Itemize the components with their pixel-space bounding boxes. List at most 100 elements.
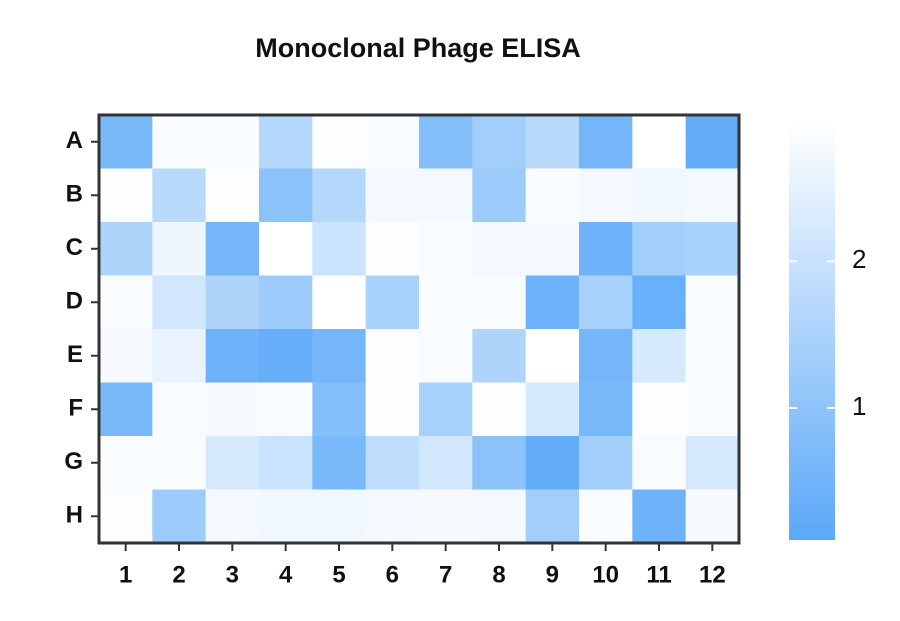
- cell: [312, 436, 367, 490]
- cell: [205, 115, 260, 169]
- cell: [579, 115, 633, 169]
- cell: [685, 436, 740, 490]
- cell: [525, 436, 580, 490]
- cell: [205, 275, 260, 330]
- cell: [99, 222, 153, 276]
- cell: [99, 275, 153, 330]
- x-tick-label: 1: [119, 561, 132, 588]
- cell: [419, 115, 473, 169]
- cell: [259, 222, 313, 276]
- cell: [365, 329, 420, 383]
- cell: [419, 436, 473, 490]
- cell: [365, 489, 420, 544]
- cell: [152, 168, 207, 223]
- cell: [525, 168, 580, 223]
- y-tick-label: A: [66, 127, 83, 154]
- y-tick-label: G: [64, 448, 83, 475]
- cell: [472, 222, 527, 276]
- cell: [312, 222, 367, 276]
- cell: [365, 115, 420, 169]
- cell: [632, 329, 687, 383]
- cell: [579, 168, 633, 223]
- cell: [312, 382, 367, 437]
- cell: [205, 489, 260, 544]
- cell: [99, 382, 153, 437]
- y-tick-label: E: [67, 341, 83, 368]
- x-tick-label: 6: [386, 561, 399, 588]
- colorbar: [789, 122, 835, 540]
- cell: [472, 168, 527, 223]
- cell: [632, 275, 687, 330]
- cell: [259, 382, 313, 437]
- colorbar-tick-label: 2: [852, 244, 866, 274]
- cell: [259, 275, 313, 330]
- x-tick-label: 10: [592, 561, 619, 588]
- cell: [259, 489, 313, 544]
- cell: [99, 115, 153, 169]
- cell: [312, 329, 367, 383]
- cell: [685, 489, 740, 544]
- cell: [312, 489, 367, 544]
- cell: [472, 436, 527, 490]
- cell: [579, 436, 633, 490]
- cell: [472, 329, 527, 383]
- colorbar-tick-label: 1: [852, 391, 866, 421]
- cell: [259, 329, 313, 383]
- x-tick-label: 12: [699, 561, 726, 588]
- cell: [365, 275, 420, 330]
- cell: [632, 436, 687, 490]
- cell: [152, 436, 207, 490]
- y-tick-label: D: [66, 288, 83, 315]
- x-tick-label: 2: [172, 561, 185, 588]
- cell: [419, 489, 473, 544]
- cell: [205, 222, 260, 276]
- x-tick-label: 7: [439, 561, 452, 588]
- cell: [99, 329, 153, 383]
- plot-frame: [97, 113, 741, 545]
- cell: [259, 115, 313, 169]
- cell: [419, 275, 473, 330]
- x-tick-label: 11: [646, 561, 671, 588]
- cell: [579, 329, 633, 383]
- cell: [205, 329, 260, 383]
- cell: [525, 222, 580, 276]
- cell: [419, 382, 473, 437]
- cell: [579, 275, 633, 330]
- cell: [579, 222, 633, 276]
- cell: [632, 489, 687, 544]
- cell: [205, 436, 260, 490]
- cell: [472, 275, 527, 330]
- cell: [685, 275, 740, 330]
- cell: [205, 168, 260, 223]
- cell: [365, 168, 420, 223]
- x-tick-label: 8: [492, 561, 505, 588]
- cell: [632, 382, 687, 437]
- x-tick-label: 4: [279, 561, 293, 588]
- cell: [99, 489, 153, 544]
- cell: [152, 115, 207, 169]
- cell: [525, 115, 580, 169]
- cell: [152, 489, 207, 544]
- y-tick-label: F: [68, 395, 83, 422]
- y-tick-label: B: [66, 181, 83, 208]
- cell: [685, 222, 740, 276]
- cell: [525, 329, 580, 383]
- cell: [525, 382, 580, 437]
- cell: [152, 222, 207, 276]
- cell: [419, 168, 473, 223]
- cell: [312, 275, 367, 330]
- y-tick-label: C: [66, 234, 83, 261]
- cell: [365, 222, 420, 276]
- cell: [365, 436, 420, 490]
- cell: [259, 436, 313, 490]
- x-tick-label: 9: [546, 561, 559, 588]
- cell: [632, 115, 687, 169]
- cell: [99, 168, 153, 223]
- cell: [685, 382, 740, 437]
- cell: [152, 329, 207, 383]
- cell: [152, 275, 207, 330]
- cell: [685, 168, 740, 223]
- cell: [312, 115, 367, 169]
- x-tick-label: 5: [332, 561, 345, 588]
- cell: [472, 489, 527, 544]
